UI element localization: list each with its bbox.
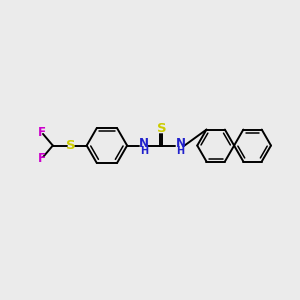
Text: F: F (38, 152, 46, 165)
Text: H: H (140, 146, 148, 157)
Text: N: N (140, 137, 149, 150)
Text: F: F (38, 126, 46, 139)
Text: H: H (177, 146, 185, 157)
Text: S: S (158, 122, 167, 135)
Text: N: N (176, 137, 186, 150)
Text: S: S (66, 139, 76, 152)
